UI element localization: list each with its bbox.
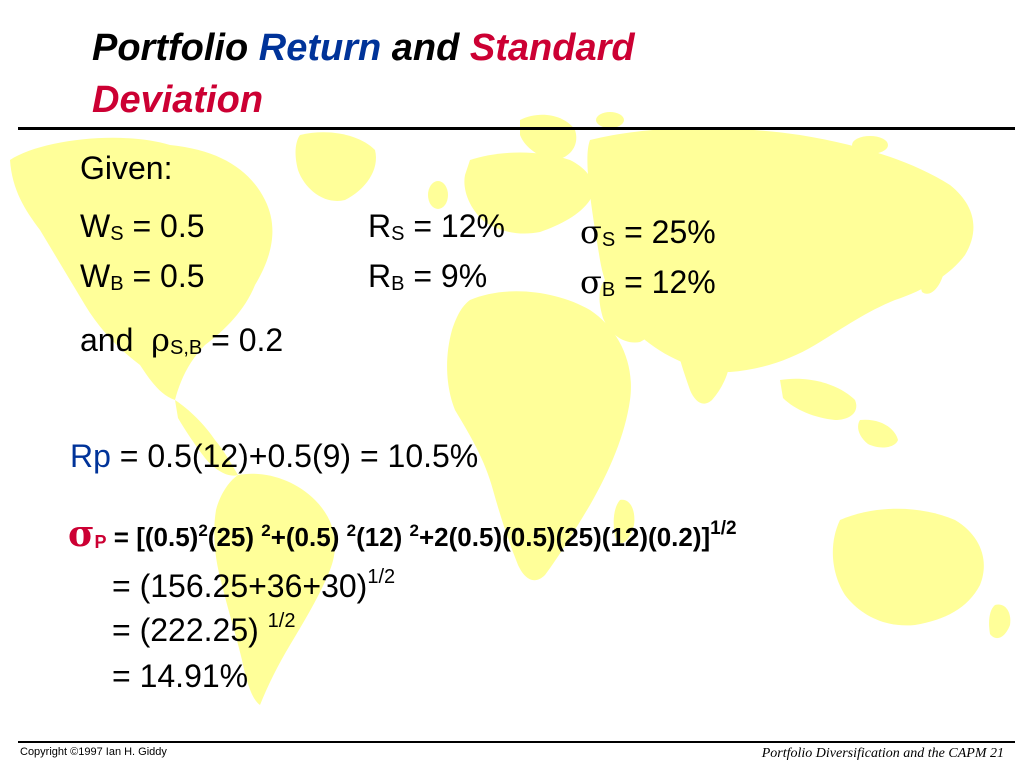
sigma-s-subscript: S <box>601 229 616 251</box>
step-2-text: = (222.25) <box>112 612 268 648</box>
return-s-value: = 12% <box>404 208 505 244</box>
sigma-p-term-2: (25) <box>207 522 262 552</box>
sigma-p-exp-3: 2 <box>346 521 357 540</box>
sigma-p-exp-2: 2 <box>261 521 271 540</box>
step-2: = (222.25) 1/2 <box>112 610 295 650</box>
sigma-p-subscript: P <box>94 532 107 552</box>
title-divider <box>18 127 1015 130</box>
sigma-p-exp-1: 2 <box>198 521 208 540</box>
footer-divider <box>18 741 1015 743</box>
correlation: and ρS,B = 0.2 <box>80 320 283 360</box>
given-label: Given: <box>80 150 173 186</box>
title-text-deviation: Deviation <box>92 79 264 121</box>
weight-s-subscript: S <box>110 223 124 245</box>
return-b: RB = 9% <box>368 256 487 296</box>
rp-equation: = 0.5(12)+0.5(9) = 10.5% <box>110 438 479 474</box>
weight-b-subscript: B <box>110 273 124 295</box>
title-line-2: Deviation <box>92 74 635 126</box>
sigma-s-value: = 25% <box>615 214 716 250</box>
rp-label: Rp <box>70 438 111 474</box>
return-b-value: = 9% <box>404 258 488 294</box>
portfolio-sigma-formula: σP = [(0.5)2(25) 2+(0.5) 2(12) 2+2(0.5)(… <box>68 514 737 562</box>
sigma-p-term-5: +2(0.5)(0.5)(25)(12)(0.2)] <box>419 522 711 552</box>
weight-s: WS = 0.5 <box>80 206 205 246</box>
sigma-p-exp-5: 1/2 <box>710 518 737 539</box>
return-b-symbol: R <box>368 258 392 294</box>
step-1-exponent: 1/2 <box>367 566 396 588</box>
step-2-exponent: 1/2 <box>267 610 296 632</box>
sigma-p-symbol: σ <box>68 513 95 555</box>
return-s: RS = 12% <box>368 206 505 246</box>
sigma-b: σB = 12% <box>580 262 716 302</box>
weight-b-value: = 0.5 <box>123 258 205 294</box>
step-1-text: = (156.25+36+30) <box>112 568 368 604</box>
return-s-subscript: S <box>391 223 405 245</box>
step-1: = (156.25+36+30)1/2 <box>112 566 395 606</box>
copyright-text: Copyright ©1997 Ian H. Giddy <box>20 746 167 758</box>
sigma-p-term-1: = [(0.5) <box>106 522 199 552</box>
sigma-p-term-3: +(0.5) <box>270 522 347 552</box>
title-text-and: and <box>381 27 470 69</box>
correlation-value: = 0.2 <box>202 322 284 358</box>
return-s-symbol: R <box>368 208 392 244</box>
title-text-return: Return <box>258 27 382 69</box>
title-text-portfolio: Portfolio <box>92 27 259 69</box>
weight-s-value: = 0.5 <box>123 208 205 244</box>
sigma-b-value: = 12% <box>615 264 716 300</box>
sigma-s-symbol: σ <box>580 213 602 251</box>
title-text-standard: Standard <box>469 27 635 69</box>
weight-b: WB = 0.5 <box>80 256 205 296</box>
sigma-s: σS = 25% <box>580 212 716 252</box>
sigma-b-subscript: B <box>601 279 616 301</box>
rho-symbol: ρ <box>151 321 170 359</box>
portfolio-return: Rp = 0.5(12)+0.5(9) = 10.5% <box>70 436 478 476</box>
correlation-prefix: and <box>80 322 152 358</box>
step-3: = 14.91% <box>112 658 249 694</box>
return-b-subscript: B <box>391 273 405 295</box>
weight-b-symbol: W <box>80 258 111 294</box>
sigma-p-exp-4: 2 <box>409 521 419 540</box>
weight-s-symbol: W <box>80 208 111 244</box>
title-line-1: Portfolio Return and Standard <box>92 22 635 74</box>
slide-footer-label: Portfolio Diversification and the CAPM 2… <box>761 746 1004 761</box>
sigma-p-term-4: (12) <box>356 522 410 552</box>
sigma-b-symbol: σ <box>580 263 602 301</box>
page-title: Portfolio Return and Standard Deviation <box>92 22 635 126</box>
rho-subscript: S,B <box>169 337 203 359</box>
